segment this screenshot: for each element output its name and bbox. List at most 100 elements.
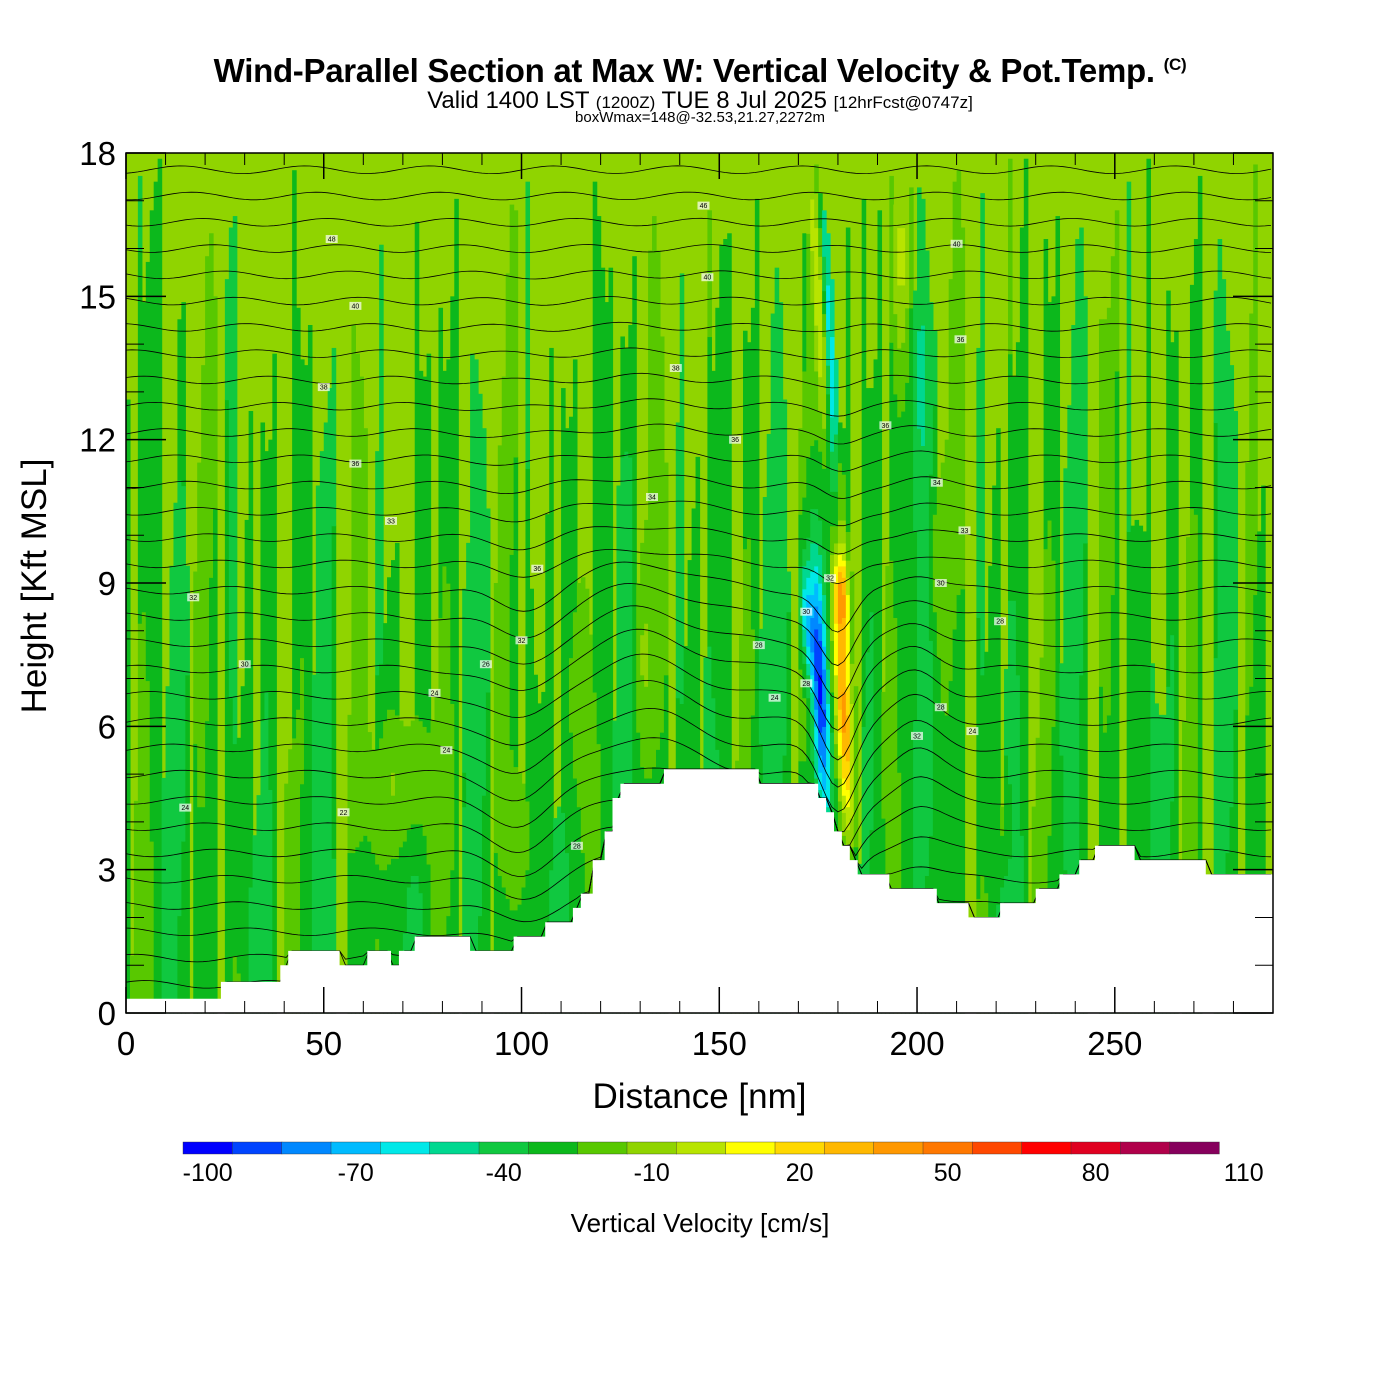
velocity-cell	[695, 456, 701, 985]
velocity-cell	[691, 508, 697, 1014]
velocity-cell	[798, 514, 803, 567]
theta-label-bg	[950, 239, 963, 248]
theta-contour-label: 40	[349, 301, 362, 310]
velocity-cell	[814, 680, 819, 710]
velocity-cell	[932, 405, 938, 515]
velocity-cell	[956, 170, 962, 596]
velocity-cell	[149, 210, 155, 842]
velocity-cell	[976, 617, 981, 899]
velocity-cell	[497, 875, 503, 1003]
theta-label-bg	[934, 579, 947, 587]
velocity-cell	[814, 227, 819, 326]
velocity-cell	[833, 583, 839, 624]
theta-contour	[125, 549, 1272, 585]
velocity-cell	[1249, 313, 1254, 687]
velocity-cell	[1233, 709, 1239, 1014]
velocity-cell	[398, 720, 404, 848]
velocity-cell	[383, 623, 388, 722]
velocity-cell	[837, 709, 843, 733]
velocity-cell	[319, 451, 325, 957]
velocity-cell	[442, 565, 447, 962]
velocity-cell	[873, 359, 879, 1014]
velocity-cell	[197, 806, 202, 1014]
velocity-cell	[406, 886, 412, 1014]
velocity-cell	[572, 359, 578, 613]
velocity-cell	[841, 428, 847, 475]
velocity-cell	[845, 577, 851, 596]
velocity-cell	[379, 663, 384, 739]
velocity-cell	[430, 720, 436, 1014]
theta-label-text: 40	[704, 275, 712, 282]
velocity-cell	[331, 858, 337, 1014]
velocity-cell	[493, 583, 499, 854]
velocity-cell	[818, 554, 823, 584]
theta-label-text: 34	[648, 495, 656, 502]
velocity-cell	[1008, 783, 1013, 859]
theta-contour-label: 32	[187, 593, 200, 602]
theta-contour-label: 24	[179, 803, 192, 812]
velocity-cell	[818, 519, 823, 555]
velocity-cell	[141, 302, 147, 613]
theta-contour-label: 32	[824, 574, 836, 583]
velocity-cell	[833, 743, 839, 779]
theta-label-text: 46	[700, 203, 708, 210]
velocity-cell	[402, 841, 408, 934]
velocity-cell	[268, 789, 273, 991]
velocity-cell	[837, 519, 843, 544]
velocity-cell	[893, 617, 898, 1014]
velocity-cell	[391, 858, 396, 1014]
velocity-cell	[375, 863, 380, 940]
velocity-cell	[1166, 290, 1171, 687]
velocity-cell	[438, 307, 444, 618]
velocity-cell	[1004, 669, 1009, 756]
velocity-cell	[932, 330, 938, 406]
velocity-cell	[841, 691, 847, 733]
theta-contour-label: 28	[994, 617, 1007, 626]
velocity-cell	[592, 181, 598, 693]
theta-label-bg	[479, 660, 492, 669]
velocity-cell	[529, 588, 534, 1014]
velocity-cell	[442, 370, 447, 567]
velocity-cell	[549, 347, 554, 871]
velocity-cell	[315, 485, 321, 957]
velocity-cell	[818, 583, 823, 601]
velocity-cell	[359, 841, 364, 1014]
theta-label-text: 48	[328, 237, 336, 244]
valid-date: TUE 8 Jul 2025	[661, 87, 827, 114]
velocity-cell	[624, 451, 629, 905]
velocity-cell	[394, 714, 400, 859]
theta-contour	[125, 296, 1272, 306]
velocity-cell	[426, 353, 432, 733]
velocity-cell	[398, 846, 404, 1014]
velocity-cell	[818, 640, 823, 676]
velocity-cell	[232, 216, 238, 745]
velocity-cell	[798, 623, 803, 670]
velocity-cell	[355, 353, 360, 848]
velocity-cell	[1189, 508, 1195, 928]
velocity-cell	[980, 193, 985, 676]
velocity-cell	[355, 846, 360, 1014]
velocity-cell	[778, 302, 784, 928]
velocity-cell	[1154, 703, 1159, 1014]
velocity-cell	[814, 709, 819, 727]
velocity-cell	[133, 800, 139, 1014]
theta-contour-label: 48	[325, 235, 338, 244]
velocity-cell	[513, 766, 519, 911]
theta-label-text: 40	[953, 241, 961, 248]
theta-contour	[125, 561, 1272, 633]
velocity-cell	[1015, 674, 1021, 1014]
velocity-cell	[201, 806, 206, 1014]
velocity-cell	[580, 577, 586, 854]
velocity-cell	[1229, 365, 1235, 808]
velocity-cell	[616, 485, 621, 974]
theta-label-bg	[879, 421, 892, 430]
velocity-cell	[557, 806, 562, 1014]
velocity-cell	[845, 686, 851, 716]
colorbar-swatch	[478, 1141, 529, 1155]
velocity-cell	[802, 628, 807, 647]
theta-label-bg	[325, 235, 338, 243]
velocity-cell	[1098, 686, 1104, 991]
x-tick-label: 200	[890, 1025, 945, 1062]
velocity-cell	[920, 198, 926, 326]
theta-label-text: 36	[533, 566, 541, 573]
